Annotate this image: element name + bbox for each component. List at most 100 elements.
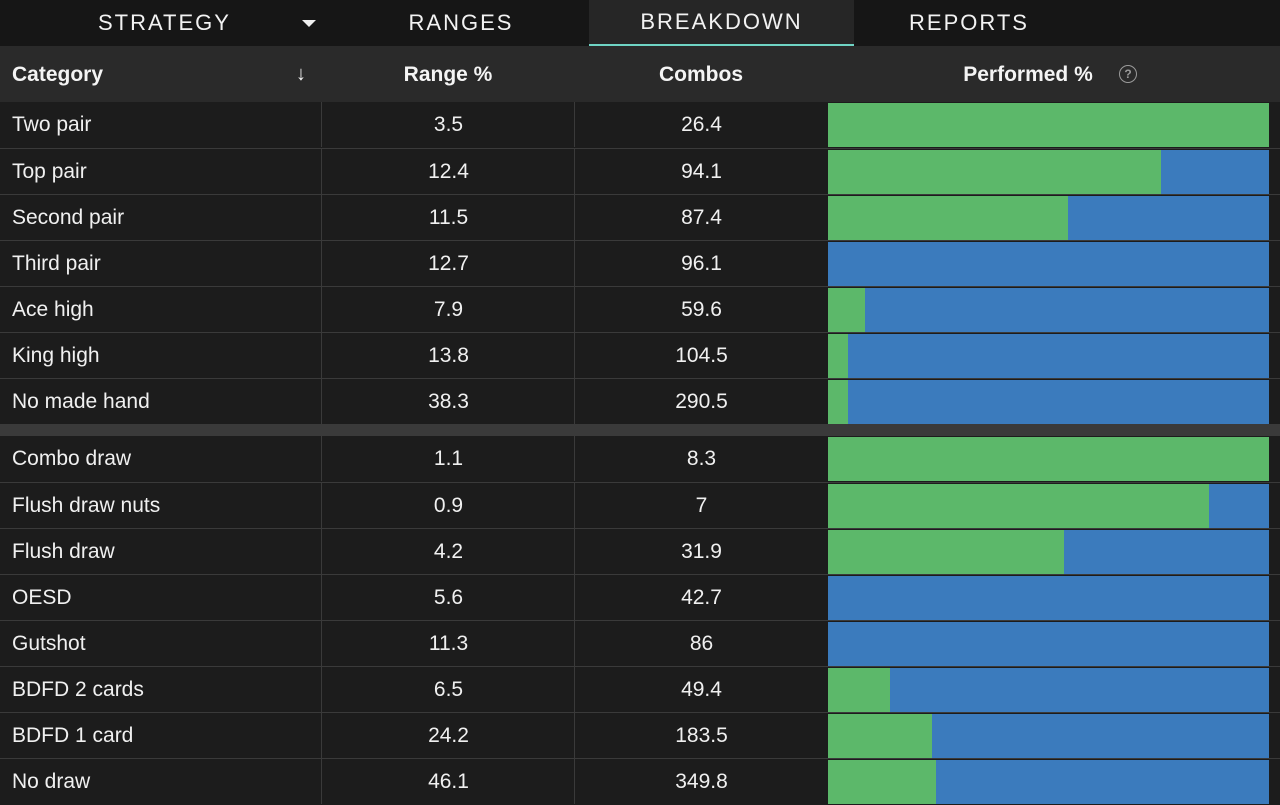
- sort-arrow-down-icon[interactable]: ↓: [296, 63, 306, 85]
- range-percent-cell: 11.5: [321, 195, 575, 240]
- tab-reports[interactable]: REPORTS: [909, 10, 1029, 35]
- combos-cell: 49.4: [574, 667, 828, 712]
- category-cell: Flush draw nuts: [12, 493, 161, 517]
- range-percent-cell: 6.5: [321, 667, 575, 712]
- performed-bar: [828, 760, 1269, 804]
- range-percent-cell: 46.1: [321, 759, 575, 804]
- category-cell: No made hand: [12, 389, 150, 413]
- performed-bar: [828, 622, 1269, 666]
- performed-bar: [828, 380, 1269, 424]
- group-divider: [0, 424, 1280, 436]
- combos-cell: 183.5: [574, 713, 828, 758]
- range-percent-cell: 11.3: [321, 621, 575, 666]
- performed-bar: [828, 437, 1269, 481]
- table-row[interactable]: OESD 5.6 42.7: [0, 574, 1280, 620]
- combos-cell: 94.1: [574, 149, 828, 194]
- tab-strategy[interactable]: STRATEGY: [0, 0, 330, 46]
- performed-bar-green-segment: [828, 484, 1210, 528]
- range-percent-cell: 5.6: [321, 575, 575, 620]
- header-combos[interactable]: Combos: [659, 62, 743, 86]
- table-row[interactable]: Ace high 7.9 59.6: [0, 286, 1280, 332]
- combos-cell: 7: [574, 483, 828, 528]
- combos-cell: 59.6: [574, 287, 828, 332]
- table-header: Category ↓ Range % Combos Performed %: [0, 47, 1280, 102]
- range-percent-cell: 4.2: [321, 529, 575, 574]
- range-percent-cell: 38.3: [321, 379, 575, 424]
- tab-ranges[interactable]: RANGES: [408, 10, 514, 35]
- category-cell: BDFD 2 cards: [12, 677, 144, 701]
- range-percent-cell: 1.1: [321, 436, 575, 481]
- table-row[interactable]: King high 13.8 104.5: [0, 332, 1280, 378]
- table-row[interactable]: Third pair 12.7 96.1: [0, 240, 1280, 286]
- performed-bar: [828, 530, 1269, 574]
- performed-bar: [828, 196, 1269, 240]
- performed-bar-green-segment: [828, 714, 932, 758]
- performed-bar-green-segment: [828, 196, 1069, 240]
- top-tab-bar: STRATEGY RANGES BREAKDOWN REPORTS: [0, 0, 1280, 47]
- performed-bar: [828, 150, 1269, 194]
- chevron-down-icon[interactable]: [302, 20, 316, 27]
- category-cell: Gutshot: [12, 631, 86, 655]
- category-cell: Top pair: [12, 159, 87, 183]
- performed-bar-green-segment: [828, 288, 866, 332]
- performed-bar: [828, 288, 1269, 332]
- table-row[interactable]: No made hand 38.3 290.5: [0, 378, 1280, 424]
- range-percent-cell: 12.4: [321, 149, 575, 194]
- range-percent-cell: 12.7: [321, 241, 575, 286]
- header-range-percent[interactable]: Range %: [403, 62, 493, 86]
- category-cell: No draw: [12, 769, 91, 793]
- table-row[interactable]: Flush draw 4.2 31.9: [0, 528, 1280, 574]
- category-cell: Combo draw: [12, 446, 132, 470]
- performed-bar-green-segment: [828, 103, 1269, 147]
- performed-bar-green-segment: [828, 150, 1161, 194]
- performed-bar-green-segment: [828, 530, 1064, 574]
- tab-strategy-label: STRATEGY: [98, 10, 231, 35]
- table-row[interactable]: BDFD 1 card 24.2 183.5: [0, 712, 1280, 758]
- help-icon[interactable]: ?: [1119, 65, 1137, 83]
- header-category[interactable]: Category: [12, 62, 104, 86]
- performed-bar: [828, 103, 1269, 147]
- combos-cell: 86: [574, 621, 828, 666]
- performed-bar: [828, 334, 1269, 378]
- performed-bar: [828, 242, 1269, 286]
- table-row[interactable]: Combo draw 1.1 8.3: [0, 436, 1280, 482]
- category-cell: BDFD 1 card: [12, 723, 134, 747]
- table-row[interactable]: Two pair 3.5 26.4: [0, 102, 1280, 148]
- combos-cell: 31.9: [574, 529, 828, 574]
- performed-bar-green-segment: [828, 668, 890, 712]
- made-hands-group: Two pair 3.5 26.4 Top pair 12.4 94.1 Second pa…: [0, 102, 1280, 424]
- range-percent-cell: 3.5: [321, 102, 575, 147]
- combos-cell: 104.5: [574, 333, 828, 378]
- tab-breakdown[interactable]: BREAKDOWN: [589, 0, 854, 46]
- category-cell: Flush draw: [12, 539, 115, 563]
- draws-group: Combo draw 1.1 8.3 Flush draw nuts 0.9 7 Flush…: [0, 436, 1280, 804]
- table-row[interactable]: Gutshot 11.3 86: [0, 620, 1280, 666]
- table-row[interactable]: Flush draw nuts 0.9 7: [0, 482, 1280, 528]
- range-percent-cell: 24.2: [321, 713, 575, 758]
- range-percent-cell: 0.9: [321, 483, 575, 528]
- category-cell: OESD: [12, 585, 72, 609]
- performed-bar: [828, 668, 1269, 712]
- category-cell: Ace high: [12, 297, 94, 321]
- table-row[interactable]: BDFD 2 cards 6.5 49.4: [0, 666, 1280, 712]
- range-percent-cell: 7.9: [321, 287, 575, 332]
- performed-bar-green-segment: [828, 760, 937, 804]
- performed-bar: [828, 576, 1269, 620]
- table-row[interactable]: No draw 46.1 349.8: [0, 758, 1280, 804]
- performed-bar-green-segment: [828, 437, 1269, 481]
- combos-cell: 42.7: [574, 575, 828, 620]
- table-row[interactable]: Top pair 12.4 94.1: [0, 148, 1280, 194]
- category-cell: Third pair: [12, 251, 101, 275]
- header-performed-percent[interactable]: Performed %: [963, 62, 1093, 86]
- combos-cell: 87.4: [574, 195, 828, 240]
- combos-cell: 96.1: [574, 241, 828, 286]
- category-cell: Second pair: [12, 205, 125, 229]
- performed-bar: [828, 714, 1269, 758]
- category-cell: Two pair: [12, 112, 92, 136]
- table-row[interactable]: Second pair 11.5 87.4: [0, 194, 1280, 240]
- performed-bar-green-segment: [828, 380, 848, 424]
- combos-cell: 349.8: [574, 759, 828, 804]
- performed-bar: [828, 484, 1269, 528]
- combos-cell: 26.4: [574, 102, 828, 147]
